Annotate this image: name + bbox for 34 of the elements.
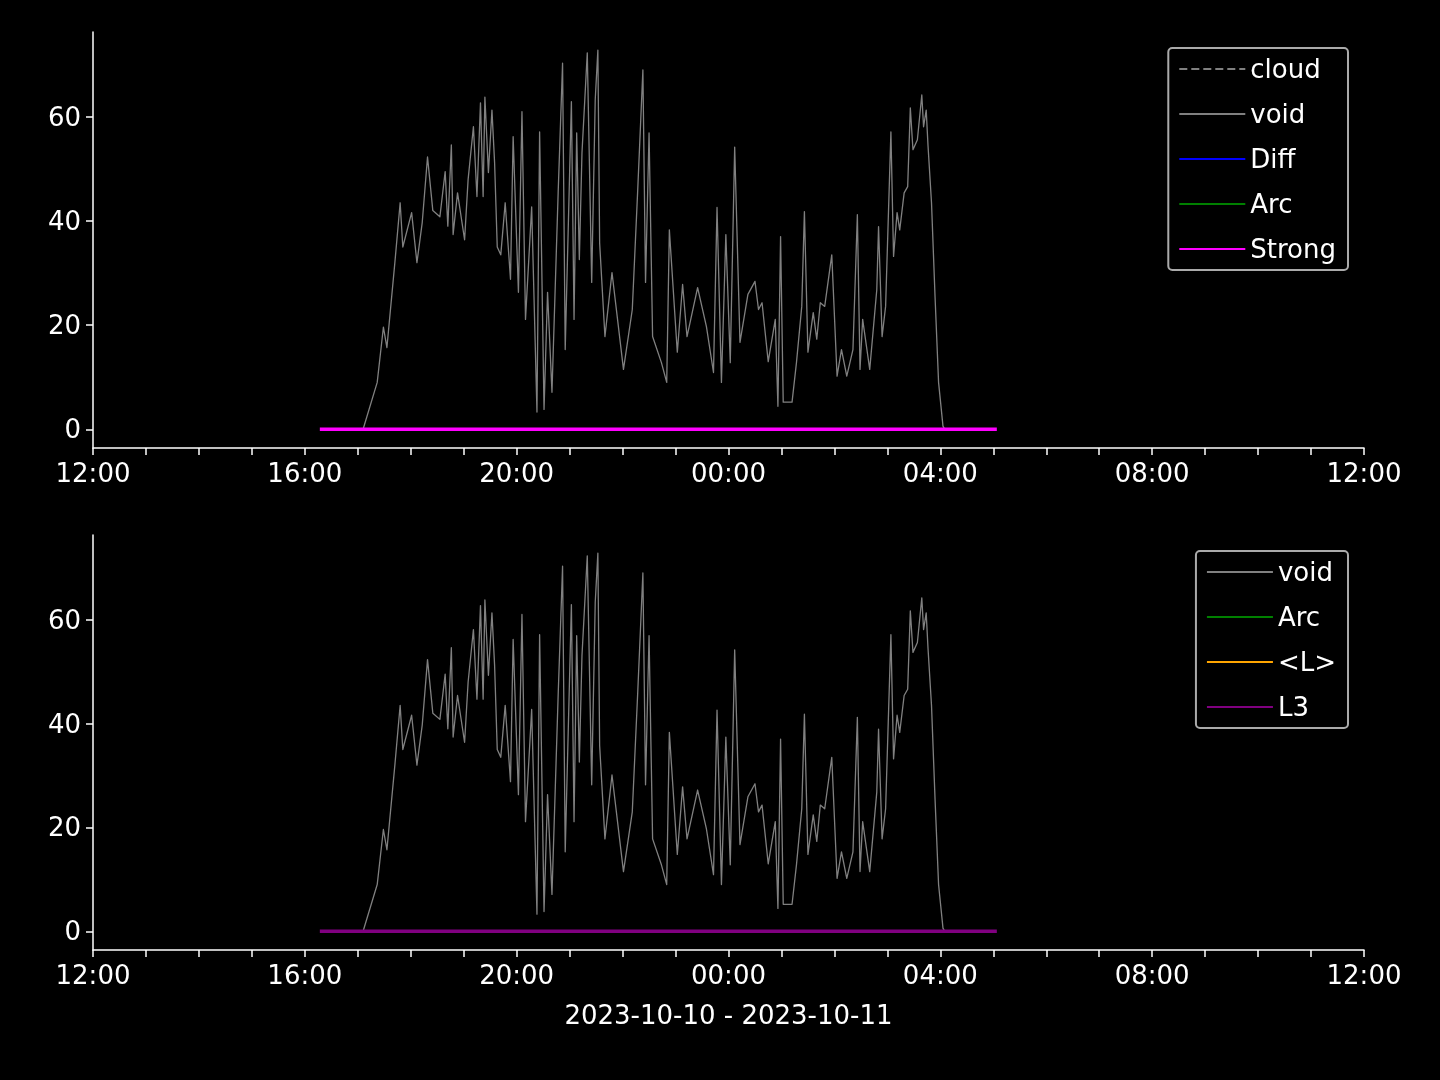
x-tick-label: 20:00 xyxy=(479,960,555,990)
x-tick-label: 08:00 xyxy=(1114,458,1190,488)
x-tick-label: 12:00 xyxy=(55,960,131,990)
legend-label: Strong xyxy=(1250,234,1337,264)
line-series xyxy=(362,49,946,430)
legend-label: Arc xyxy=(1277,602,1321,632)
legend-label: Arc xyxy=(1250,189,1293,219)
x-tick-label: 04:00 xyxy=(902,960,978,990)
y-tick-label: 40 xyxy=(47,206,81,236)
legend-label: <L> xyxy=(1277,647,1337,677)
x-tick-label: 00:00 xyxy=(691,960,766,990)
y-tick-label: 40 xyxy=(47,708,81,739)
legend-label: cloud xyxy=(1250,54,1321,84)
legend-label: void xyxy=(1277,557,1333,587)
line-series xyxy=(362,552,946,932)
x-tick-label: 16:00 xyxy=(267,960,343,990)
y-tick-label: 20 xyxy=(47,310,81,341)
x-tick-label: 16:00 xyxy=(267,458,343,488)
legend-label: Diff xyxy=(1250,144,1297,174)
x-tick-label: 12:00 xyxy=(1326,458,1402,488)
y-tick-label: 60 xyxy=(47,604,81,635)
x-axis-title: 2023-10-10 - 2023-10-11 xyxy=(564,1000,893,1030)
x-tick-label: 00:00 xyxy=(691,458,766,488)
y-tick-label: 0 xyxy=(64,916,81,947)
x-tick-label: 04:00 xyxy=(902,458,978,488)
x-tick-label: 20:00 xyxy=(479,458,555,488)
x-tick-label: 08:00 xyxy=(1114,960,1190,990)
legend-label: void xyxy=(1250,99,1306,129)
y-tick-label: 0 xyxy=(64,414,81,445)
x-tick-label: 12:00 xyxy=(1326,960,1402,990)
y-tick-label: 20 xyxy=(47,812,81,843)
legend-label: L3 xyxy=(1277,692,1309,722)
y-tick-label: 60 xyxy=(47,101,81,132)
x-tick-label: 12:00 xyxy=(55,458,131,488)
